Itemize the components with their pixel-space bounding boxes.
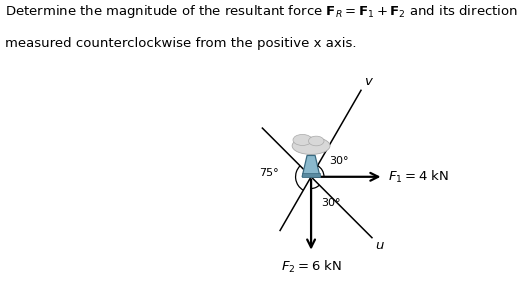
- Text: 75°: 75°: [258, 168, 278, 178]
- Polygon shape: [302, 156, 320, 177]
- Polygon shape: [302, 173, 320, 177]
- Ellipse shape: [292, 137, 330, 154]
- Text: v: v: [364, 75, 372, 88]
- Text: $F_2 = 6$ kN: $F_2 = 6$ kN: [281, 259, 342, 275]
- Text: measured counterclockwise from the positive x axis.: measured counterclockwise from the posit…: [5, 37, 357, 50]
- Ellipse shape: [293, 134, 312, 146]
- Text: Determine the magnitude of the resultant force $\mathbf{F}_R = \mathbf{F}_1 + \m: Determine the magnitude of the resultant…: [5, 3, 517, 20]
- Ellipse shape: [309, 136, 324, 146]
- Text: $F_1 = 4$ kN: $F_1 = 4$ kN: [388, 169, 448, 185]
- Text: 30°: 30°: [329, 156, 348, 166]
- Text: u: u: [375, 239, 384, 252]
- Text: 30°: 30°: [322, 198, 341, 208]
